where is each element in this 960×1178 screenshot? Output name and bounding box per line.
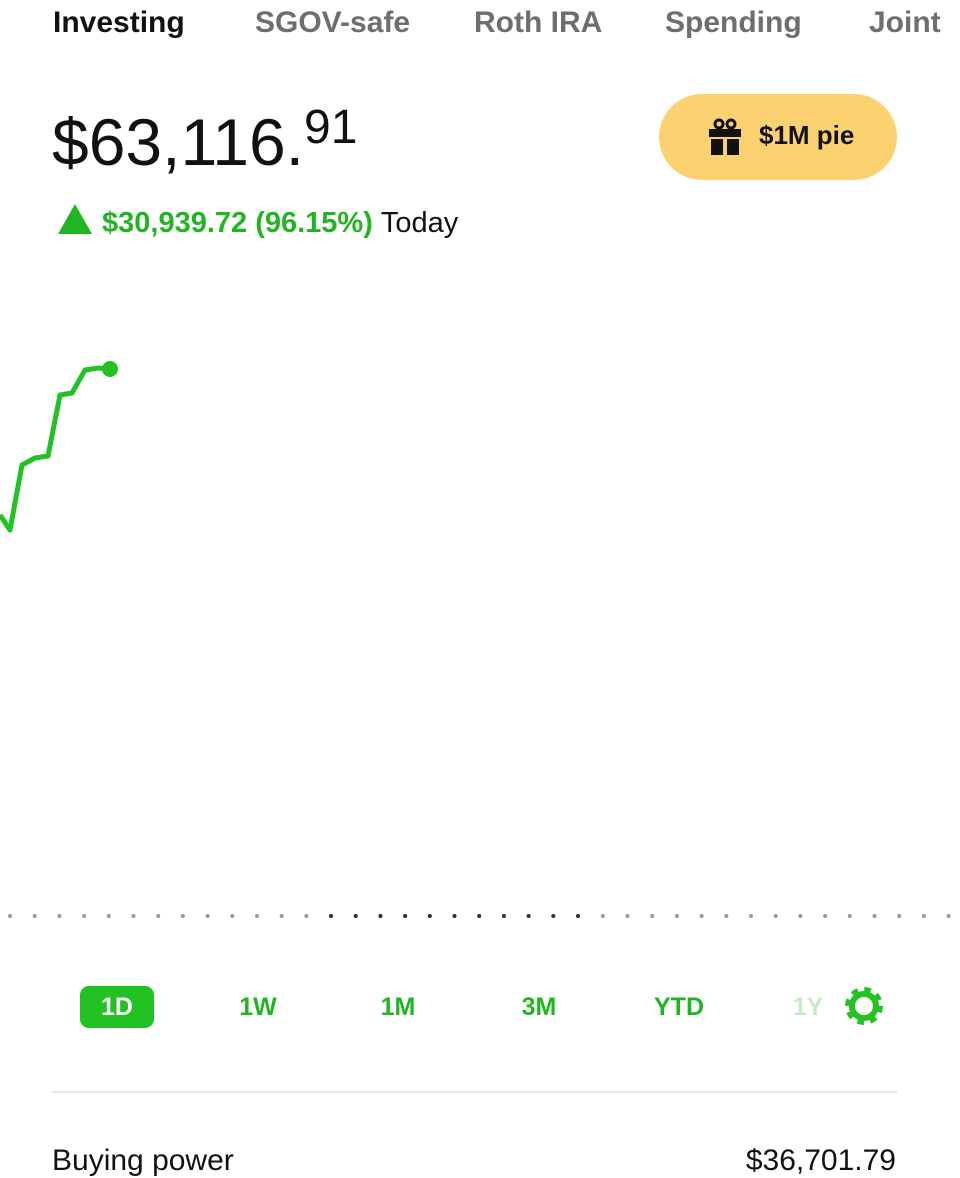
up-arrow bbox=[58, 204, 92, 234]
change-amount: $30,939.72 (96.15%) bbox=[102, 207, 373, 239]
price-line bbox=[0, 365, 111, 533]
tab[interactable]: SGOV-safe bbox=[255, 6, 411, 39]
divider bbox=[52, 1091, 897, 1093]
range-button[interactable]: 3M bbox=[521, 993, 557, 1021]
tab[interactable]: Roth IRA bbox=[474, 6, 603, 39]
change: $30,939.72 (96.15%) Today bbox=[58, 204, 458, 240]
balance-cents: 91 bbox=[304, 101, 358, 154]
tab[interactable]: Spending bbox=[665, 6, 802, 39]
range-button[interactable]: 1W bbox=[239, 993, 277, 1021]
buying-power-value: $36,701.79 bbox=[745, 1144, 896, 1177]
range-button[interactable]: 1Y bbox=[792, 993, 824, 1021]
settings-icon[interactable] bbox=[842, 984, 886, 1028]
tab[interactable]: Investing bbox=[53, 6, 185, 39]
chart bbox=[0, 361, 960, 918]
range-button[interactable]: 1D bbox=[80, 986, 154, 1028]
tab[interactable]: Joint bbox=[869, 6, 941, 39]
buying-power-label: Buying power bbox=[52, 1144, 234, 1177]
balance: $63,116.91 bbox=[52, 100, 357, 180]
price-dot bbox=[102, 361, 118, 377]
balance-main: $63,116. bbox=[52, 105, 305, 179]
range-button[interactable]: 1M bbox=[380, 993, 416, 1021]
promo-label[interactable]: $1M pie bbox=[759, 120, 855, 150]
gift-icon bbox=[709, 118, 741, 155]
range-button[interactable]: YTD bbox=[654, 993, 704, 1021]
promo-button[interactable]: $1M pie bbox=[659, 94, 897, 180]
change-period: Today bbox=[380, 207, 459, 239]
